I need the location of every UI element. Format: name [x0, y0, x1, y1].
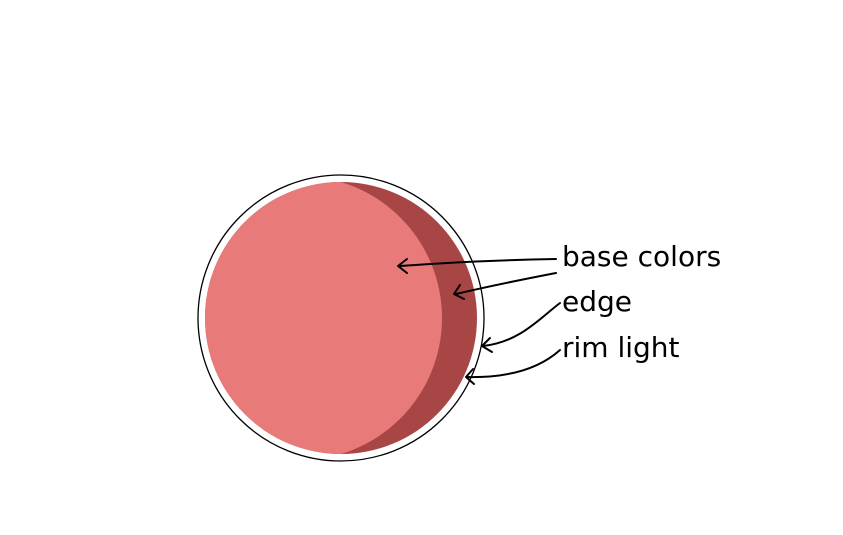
label-rim-light: rim light [562, 331, 680, 364]
label-base-colors: base colors [562, 240, 721, 273]
base-colors-arrowhead [397, 258, 408, 274]
rim-light-arrow [466, 349, 561, 379]
label-edge: edge [562, 285, 632, 318]
edge-arrowhead [453, 284, 465, 300]
edge-arrow [455, 272, 557, 295]
rim-light-arrowhead [465, 368, 475, 385]
base-colors-arrow [399, 258, 557, 267]
edge-label-arrowhead [481, 337, 493, 353]
edge-label-arrow [482, 302, 561, 347]
base-color-fill [205, 182, 442, 454]
